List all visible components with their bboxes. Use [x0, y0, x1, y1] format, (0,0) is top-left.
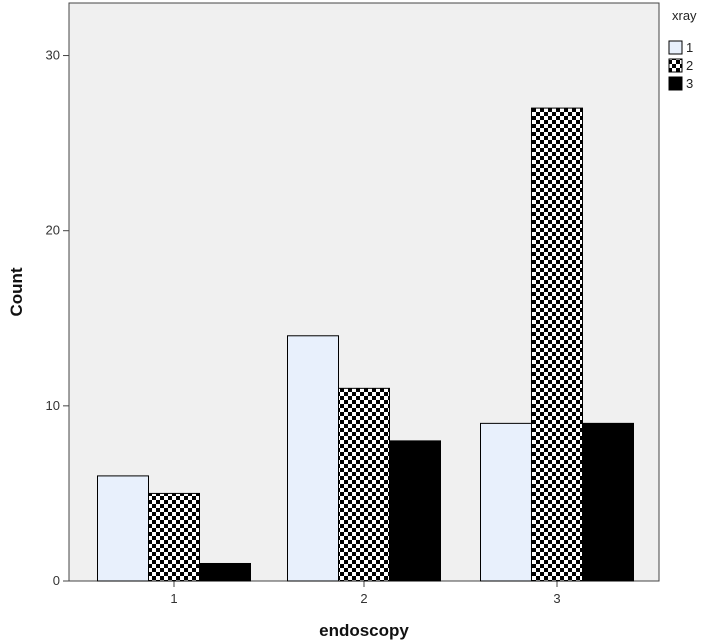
y-tick-label: 0 — [53, 573, 60, 588]
x-tick-label: 3 — [553, 591, 560, 606]
legend-label-xray-1: 1 — [686, 40, 693, 55]
bar-endoscopy-3-xray-3 — [582, 422, 634, 582]
y-tick-label: 30 — [46, 48, 60, 63]
bar-endoscopy-3-xray-1 — [480, 422, 532, 582]
x-axis-title: endoscopy — [319, 621, 409, 640]
bar-endoscopy-2-xray-2 — [338, 387, 390, 582]
y-tick-label: 20 — [46, 223, 60, 238]
legend-swatch-xray-2 — [668, 58, 683, 73]
x-tick-label: 1 — [170, 591, 177, 606]
legend-swatch-xray-1 — [668, 40, 683, 55]
legend-label-xray-3: 3 — [686, 76, 693, 91]
bar-endoscopy-3-xray-2 — [531, 107, 583, 582]
y-axis: 0 10 20 30 — [46, 48, 69, 588]
bars — [97, 107, 634, 582]
bar-endoscopy-2-xray-1 — [287, 335, 339, 582]
bar-endoscopy-1-xray-2 — [148, 492, 200, 582]
x-tick-label: 2 — [360, 591, 367, 606]
legend-swatch-xray-3 — [668, 76, 683, 91]
bar-endoscopy-1-xray-3 — [199, 562, 251, 582]
y-axis-title: Count — [7, 267, 26, 316]
bar-endoscopy-2-xray-3 — [389, 440, 441, 582]
x-axis: 1 2 3 — [170, 581, 561, 606]
legend: xray 1 2 3 — [668, 8, 697, 91]
bar-endoscopy-1-xray-1 — [97, 475, 149, 582]
y-tick-label: 10 — [46, 398, 60, 413]
legend-title: xray — [672, 8, 697, 23]
legend-label-xray-2: 2 — [686, 58, 693, 73]
